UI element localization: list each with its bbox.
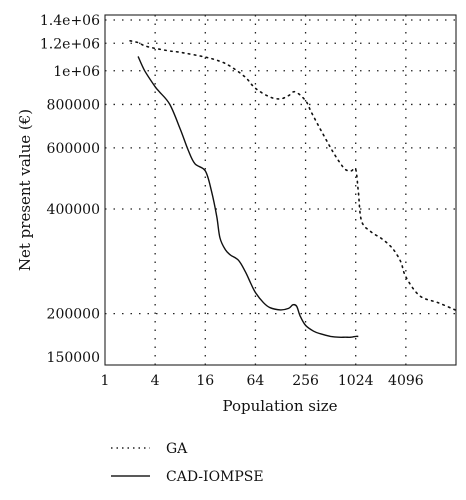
x-tick-label: 16 bbox=[196, 373, 214, 389]
y-axis-ticks: 150000 200000 400000 600000 800000 1e+06 1.2e+… bbox=[40, 13, 100, 366]
y-tick-label: 1e+06 bbox=[53, 64, 100, 80]
x-tick-label: 4 bbox=[151, 373, 160, 389]
series-layer bbox=[129, 40, 456, 338]
x-tick-label: 1024 bbox=[338, 373, 374, 389]
y-tick-label: 1.2e+06 bbox=[40, 36, 100, 52]
legend: GA CAD-IOMPSE bbox=[111, 441, 264, 485]
x-axis-ticks: 1 4 16 64 256 1024 4096 bbox=[101, 373, 424, 389]
legend-label-cad-iompse: CAD-IOMPSE bbox=[166, 469, 264, 485]
legend-label-ga: GA bbox=[166, 441, 188, 457]
y-tick-label: 200000 bbox=[47, 307, 100, 323]
y-tick-label: 600000 bbox=[47, 141, 100, 157]
y-tick-label: 1.4e+06 bbox=[40, 13, 100, 29]
x-axis-label: Population size bbox=[222, 397, 337, 415]
x-tick-label: 1 bbox=[101, 373, 110, 389]
y-axis-label: Net present value (€) bbox=[16, 109, 34, 271]
plot-frame bbox=[104, 14, 457, 366]
series-line-ga bbox=[129, 40, 456, 311]
x-tick-label: 4096 bbox=[388, 373, 424, 389]
y-tick-label: 150000 bbox=[47, 350, 100, 366]
grid-lines bbox=[105, 15, 456, 365]
x-tick-label: 64 bbox=[247, 373, 265, 389]
y-tick-label: 800000 bbox=[47, 97, 100, 113]
y-tick-label: 400000 bbox=[47, 202, 100, 218]
x-tick-label: 256 bbox=[292, 373, 319, 389]
series-line-cad-iompse bbox=[137, 56, 359, 338]
